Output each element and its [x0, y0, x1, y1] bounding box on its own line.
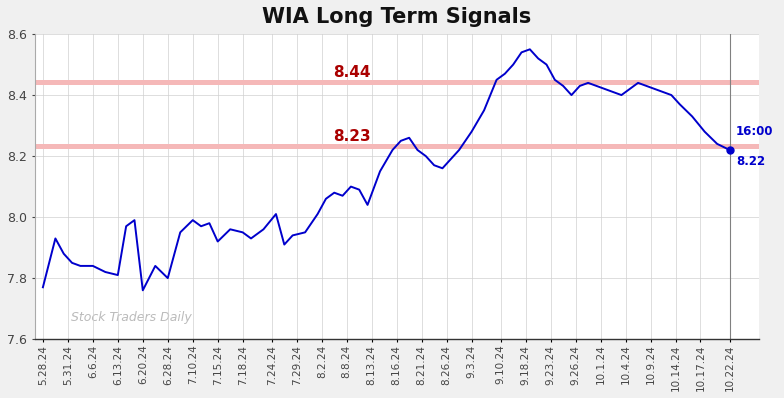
Bar	[34, 144, 759, 149]
Text: Stock Traders Daily: Stock Traders Daily	[71, 311, 191, 324]
Text: 8.23: 8.23	[333, 129, 371, 144]
Text: 8.44: 8.44	[333, 65, 371, 80]
Bar	[34, 80, 759, 85]
Text: 8.22: 8.22	[736, 155, 765, 168]
Title: WIA Long Term Signals: WIA Long Term Signals	[262, 7, 532, 27]
Text: 16:00: 16:00	[736, 125, 773, 138]
